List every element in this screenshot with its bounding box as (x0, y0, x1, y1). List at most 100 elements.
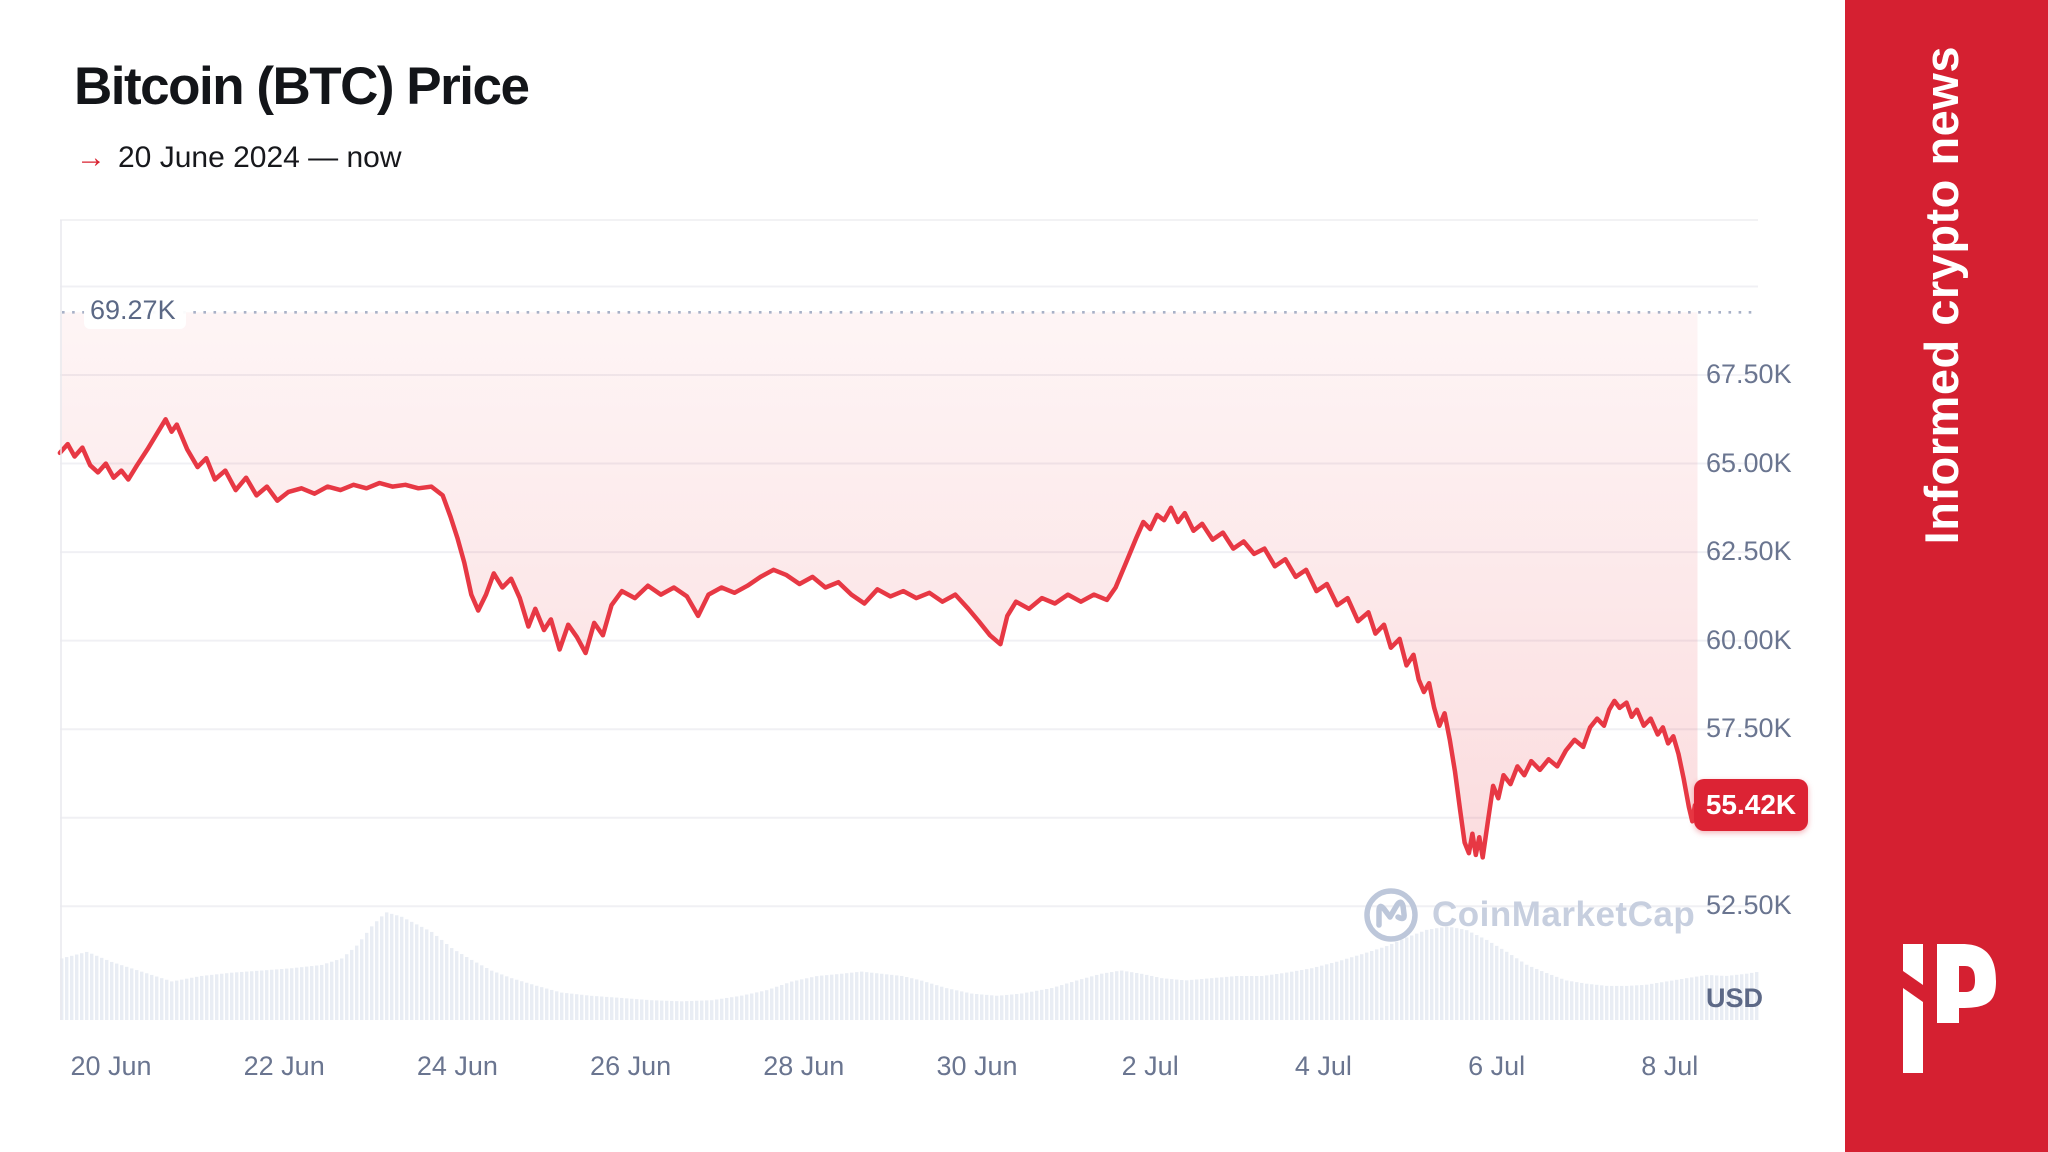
volume-bar (1145, 974, 1149, 1020)
volume-bar (655, 1000, 659, 1020)
volume-bar (1150, 975, 1154, 1020)
volume-bar (1025, 992, 1029, 1020)
volume-bar (710, 1000, 714, 1020)
volume-bar (1425, 929, 1429, 1020)
x-tick-label: 26 Jun (590, 1051, 672, 1081)
volume-bar (65, 957, 69, 1020)
volume-bar (305, 966, 309, 1020)
volume-bar (830, 974, 834, 1020)
volume-bar (1040, 989, 1044, 1020)
volume-bar (320, 964, 324, 1020)
volume-bar (1755, 972, 1759, 1020)
volume-bar (600, 996, 604, 1020)
volume-bar (1515, 958, 1519, 1020)
volume-bar (1750, 972, 1754, 1020)
volume-bar (1630, 985, 1634, 1020)
volume-bar (110, 961, 114, 1020)
volume-bar (1550, 974, 1554, 1020)
volume-bar (980, 994, 984, 1020)
volume-bar (1670, 980, 1674, 1020)
volume-bar (1225, 976, 1229, 1020)
volume-bar (1090, 976, 1094, 1020)
volume-bar (1730, 975, 1734, 1020)
x-tick-label: 2 Jul (1121, 1051, 1179, 1081)
volume-bar (575, 994, 579, 1020)
volume-bar (805, 978, 809, 1020)
volume-bar (500, 974, 504, 1020)
volume-bar (495, 972, 499, 1020)
volume-bar (990, 995, 994, 1020)
volume-bar (1530, 966, 1534, 1020)
coinmarketcap-logo-icon (1364, 888, 1418, 942)
volume-bar (1605, 985, 1609, 1020)
volume-bar (130, 968, 134, 1020)
volume-bar (215, 974, 219, 1020)
volume-bar (165, 979, 169, 1020)
volume-bar (1435, 928, 1439, 1020)
volume-bar (815, 976, 819, 1020)
volume-bar (1565, 980, 1569, 1020)
volume-bar (1330, 963, 1334, 1020)
volume-bar (250, 971, 254, 1020)
volume-bar (1635, 985, 1639, 1020)
volume-bar (820, 975, 824, 1020)
volume-bar (565, 993, 569, 1020)
volume-bar (1645, 984, 1649, 1020)
volume-bar (1140, 973, 1144, 1020)
volume-bar (675, 1001, 679, 1020)
volume-bar (1215, 977, 1219, 1020)
volume-bar (1115, 971, 1119, 1020)
volume-bar (1270, 974, 1274, 1020)
volume-bar (795, 980, 799, 1020)
volume-bar (695, 1000, 699, 1020)
volume-bar (145, 973, 149, 1020)
volume-bar (545, 988, 549, 1020)
right-arrow-icon: → (76, 141, 106, 174)
volume-bar (280, 969, 284, 1020)
volume-bar (1200, 979, 1204, 1020)
volume-bar (1580, 982, 1584, 1020)
volume-bar (1190, 979, 1194, 1020)
watermark-text: CoinMarketCap (1432, 895, 1696, 934)
volume-bar (1430, 929, 1434, 1020)
volume-bar (415, 924, 419, 1020)
y-tick-label: 65.00K (1706, 447, 1792, 478)
volume-bar (360, 939, 364, 1020)
volume-bar (515, 979, 519, 1020)
volume-bar (505, 976, 509, 1020)
volume-bar (960, 991, 964, 1020)
volume-bar (1480, 937, 1484, 1020)
ip-monogram-icon (1903, 944, 1996, 1073)
volume-bar (955, 990, 959, 1020)
volume-bar (300, 967, 304, 1020)
volume-bar (1615, 985, 1619, 1020)
x-tick-label: 8 Jul (1641, 1051, 1699, 1081)
volume-bar (1475, 935, 1479, 1020)
volume-bar (880, 973, 884, 1020)
x-tick-label: 24 Jun (416, 1051, 498, 1081)
volume-bar (105, 959, 109, 1020)
volume-bar (1585, 983, 1589, 1020)
volume-bar (1065, 983, 1069, 1020)
volume-bar (1620, 985, 1624, 1020)
volume-bar (755, 992, 759, 1020)
volume-bar (635, 999, 639, 1020)
volume-bar (155, 976, 159, 1020)
volume-bar (355, 945, 359, 1020)
volume-bar (135, 970, 139, 1020)
volume-bar (995, 995, 999, 1020)
volume-bar (1075, 980, 1079, 1020)
volume-bar (900, 975, 904, 1020)
price-line (57, 417, 1700, 860)
volume-bar (470, 959, 474, 1020)
volume-bar (1410, 935, 1414, 1020)
volume-bar (1035, 990, 1039, 1020)
volume-bar (1155, 977, 1159, 1020)
volume-bar (720, 998, 724, 1020)
volume-bar (260, 970, 264, 1020)
volume-bar (570, 993, 574, 1020)
volume-bar (1245, 976, 1249, 1020)
volume-bar (1370, 950, 1374, 1020)
volume-bar (80, 953, 84, 1020)
